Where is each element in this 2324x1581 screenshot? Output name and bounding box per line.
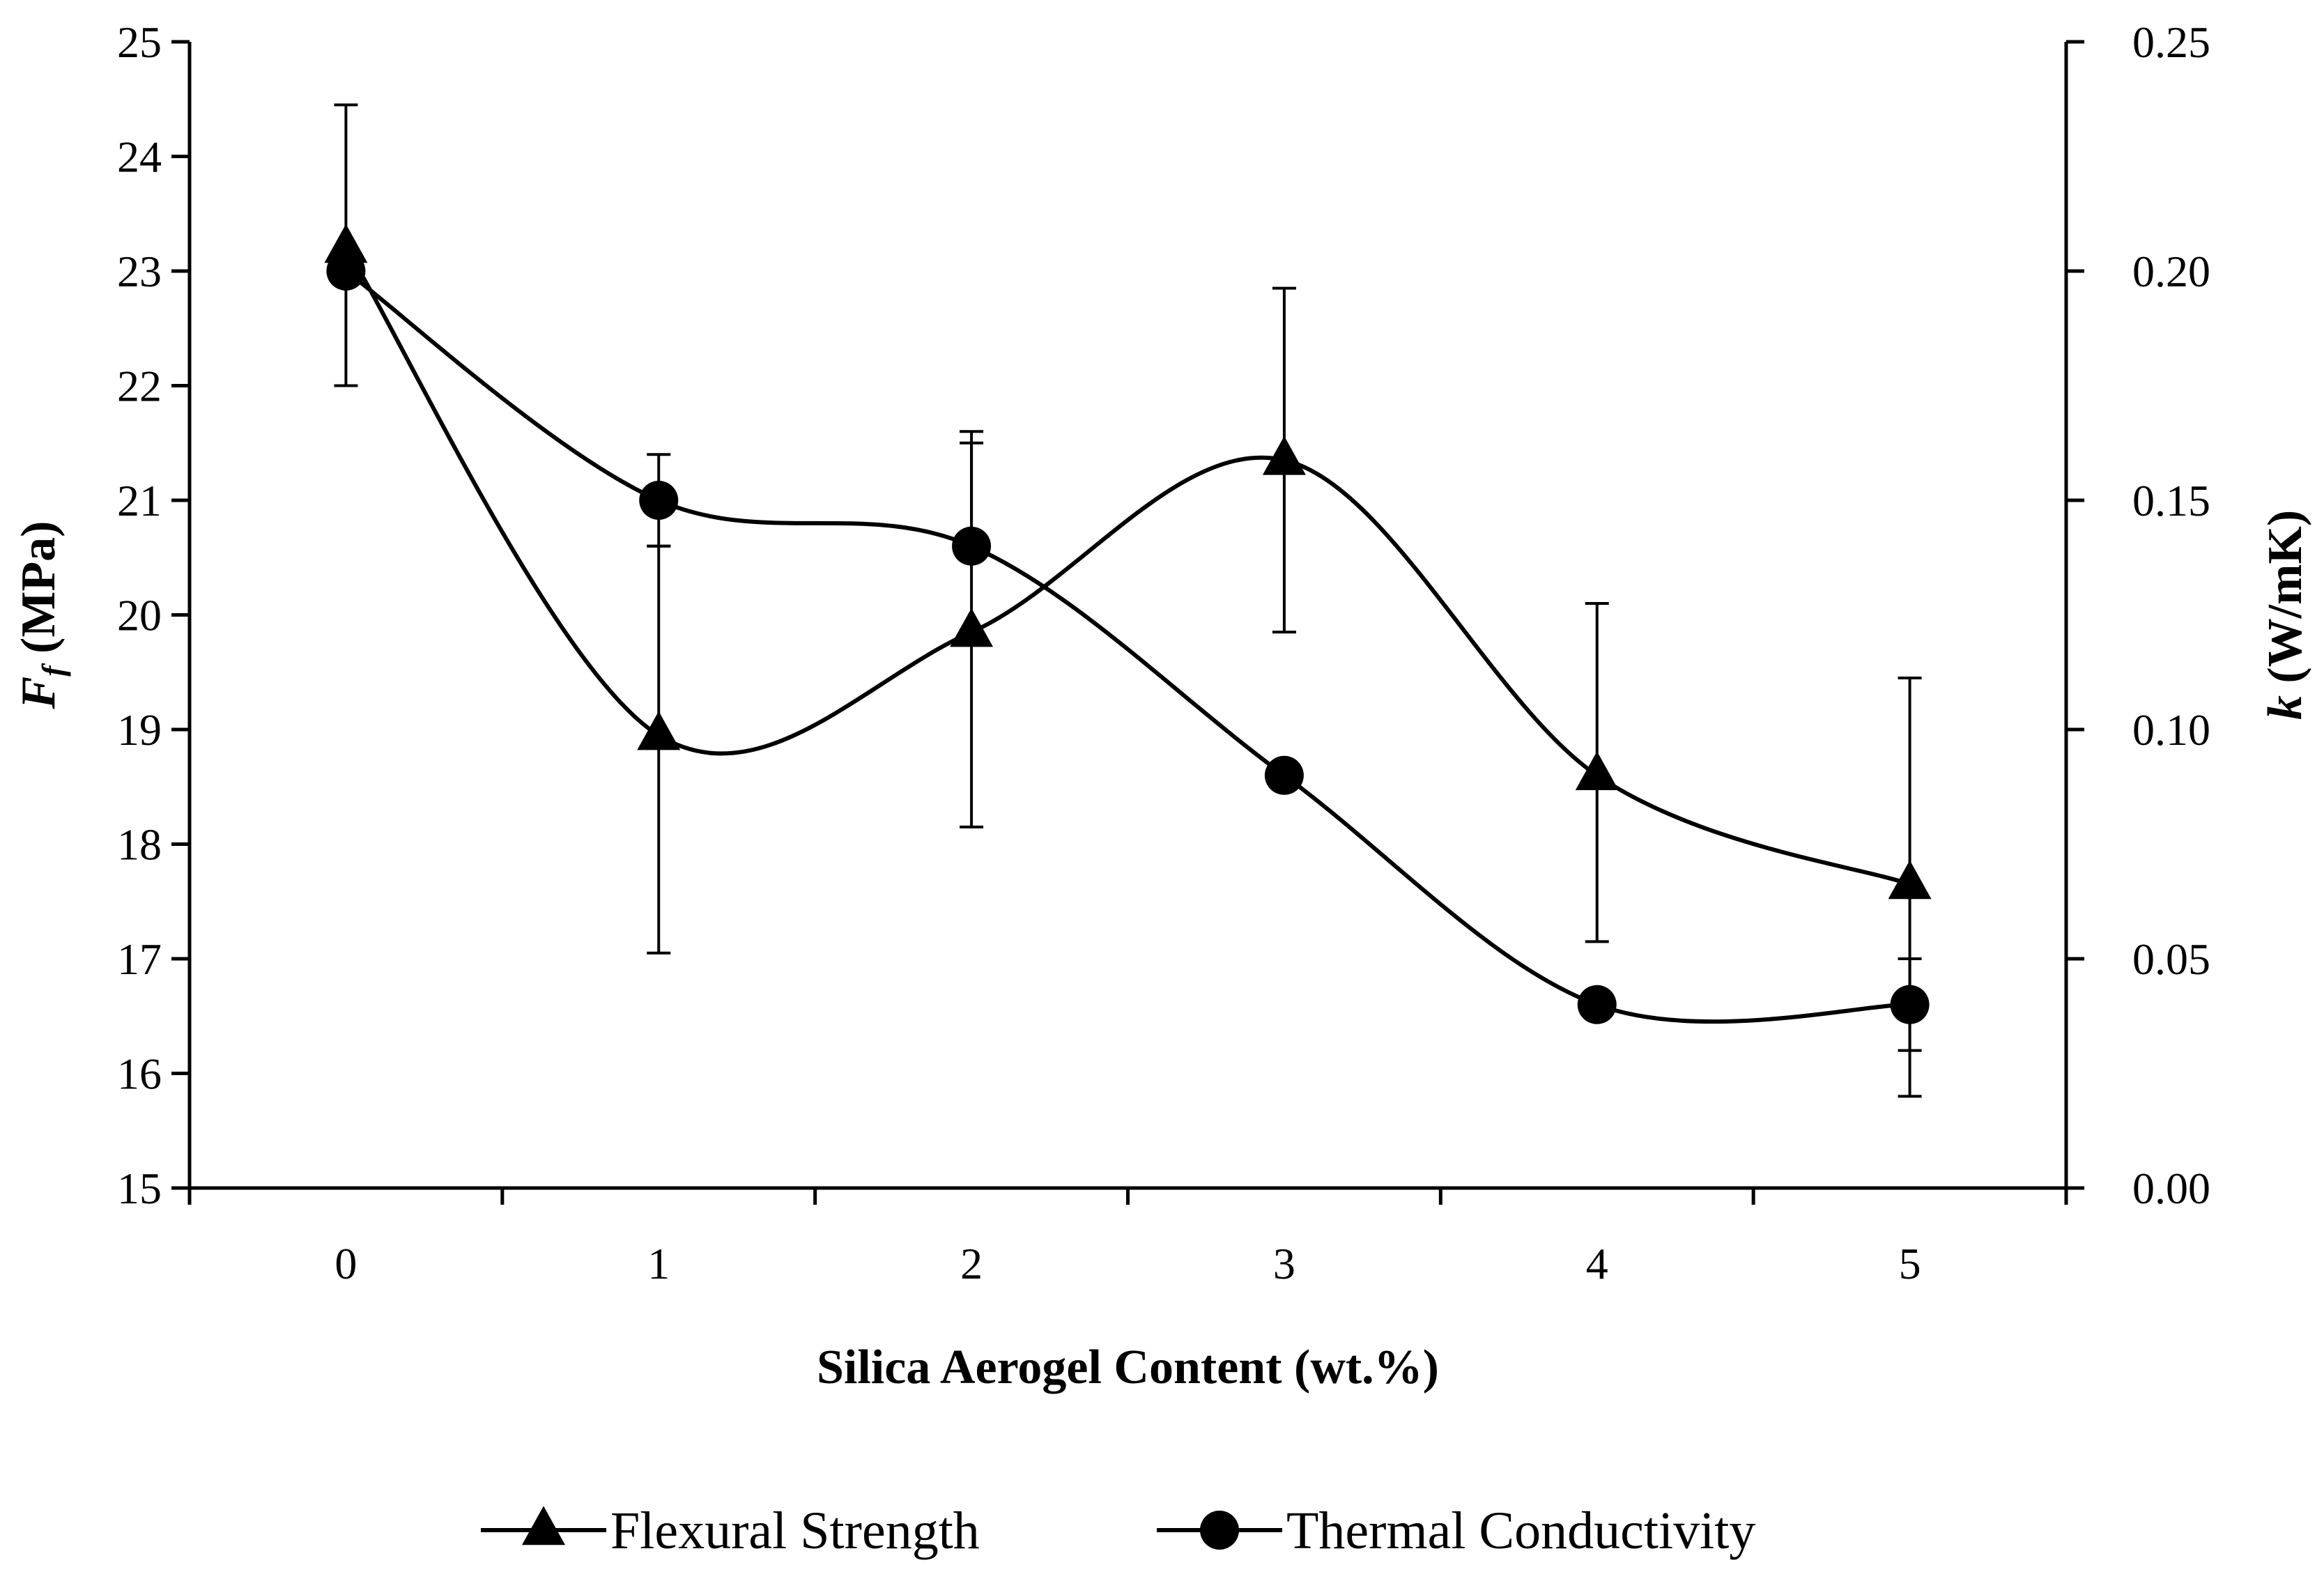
y-axis-left-title: Ff (MPa) xyxy=(12,521,71,710)
thermal-conductivity-point xyxy=(952,526,992,566)
legend-label: Thermal Conductivity xyxy=(1286,1502,1755,1560)
flexural-strength-point xyxy=(324,224,368,263)
flexural-strength-line xyxy=(344,247,1911,886)
y-left-tick-label: 20 xyxy=(117,591,162,640)
y-left-tick-label: 21 xyxy=(117,476,162,525)
x-tick-label: 3 xyxy=(1273,1239,1295,1288)
y-left-tick-label: 25 xyxy=(117,17,162,67)
y-left-subscript: f xyxy=(36,663,71,677)
x-tick-label: 4 xyxy=(1586,1239,1608,1288)
y-right-tick-label: 0.10 xyxy=(2132,705,2210,755)
x-tick-label: 0 xyxy=(334,1239,357,1288)
y-left-tick-label: 22 xyxy=(117,362,162,411)
x-axis-title: Silica Aerogel Content (wt.%) xyxy=(817,1341,1439,1394)
y-left-tick-label: 23 xyxy=(117,247,162,296)
legend: Flexural Strength Thermal Conductivity xyxy=(481,1502,1755,1560)
x-tick-label: 5 xyxy=(1899,1239,1921,1288)
y-right-tick-label: 0.15 xyxy=(2132,476,2210,525)
thermal-conductivity-point xyxy=(326,252,366,291)
y-left-symbol: F xyxy=(12,677,66,710)
labels-layer: Silica Aerogel Content (wt.%) Ff (MPa) k… xyxy=(12,510,2312,1394)
series-thermal-conductivity xyxy=(326,252,1930,1052)
y-left-tick-label: 16 xyxy=(117,1049,162,1099)
axes: 15161718192021222324250.000.050.100.150.… xyxy=(117,17,2210,1288)
y-left-tick-label: 15 xyxy=(117,1164,162,1213)
x-tick-label: 1 xyxy=(647,1239,670,1288)
legend-label: Flexural Strength xyxy=(610,1502,980,1560)
y-right-tick-label: 0.00 xyxy=(2132,1164,2210,1213)
y-left-unit: (MPa) xyxy=(12,521,66,666)
thermal-conductivity-point xyxy=(1264,755,1304,795)
thermal-conductivity-point xyxy=(639,481,679,520)
series-layer xyxy=(324,103,1932,1098)
y-left-tick-label: 24 xyxy=(117,132,162,182)
y-right-unit: (W/mK) xyxy=(2258,510,2312,695)
legend-triangle-marker xyxy=(522,1506,565,1545)
thermal-conductivity-point xyxy=(1890,985,1930,1024)
y-left-tick-label: 18 xyxy=(117,820,162,870)
y-left-tick-label: 17 xyxy=(117,934,162,984)
y-left-tick-label: 19 xyxy=(117,705,162,755)
legend-item-thermal-conductivity: Thermal Conductivity xyxy=(1157,1502,1755,1560)
flexural-strength-point xyxy=(1888,860,1932,900)
y-right-tick-label: 0.25 xyxy=(2132,17,2210,67)
thermal-conductivity-point xyxy=(1577,985,1617,1024)
flexural-strength-point xyxy=(637,711,681,750)
legend-circle-marker xyxy=(1200,1511,1239,1550)
flexural-strength-point xyxy=(950,608,994,647)
flexural-strength-point xyxy=(1262,435,1306,475)
y-right-symbol: k xyxy=(2258,695,2312,720)
flexural-strength-point xyxy=(1575,751,1619,791)
x-tick-label: 2 xyxy=(960,1239,983,1288)
thermal-conductivity-line xyxy=(344,269,1910,1024)
series-flexural-strength xyxy=(324,103,1932,1098)
legend-item-flexural-strength: Flexural Strength xyxy=(481,1502,980,1560)
y-right-tick-label: 0.05 xyxy=(2132,934,2210,984)
y-axis-right-title: k (W/mK) xyxy=(2258,510,2312,720)
y-right-tick-label: 0.20 xyxy=(2132,247,2210,296)
